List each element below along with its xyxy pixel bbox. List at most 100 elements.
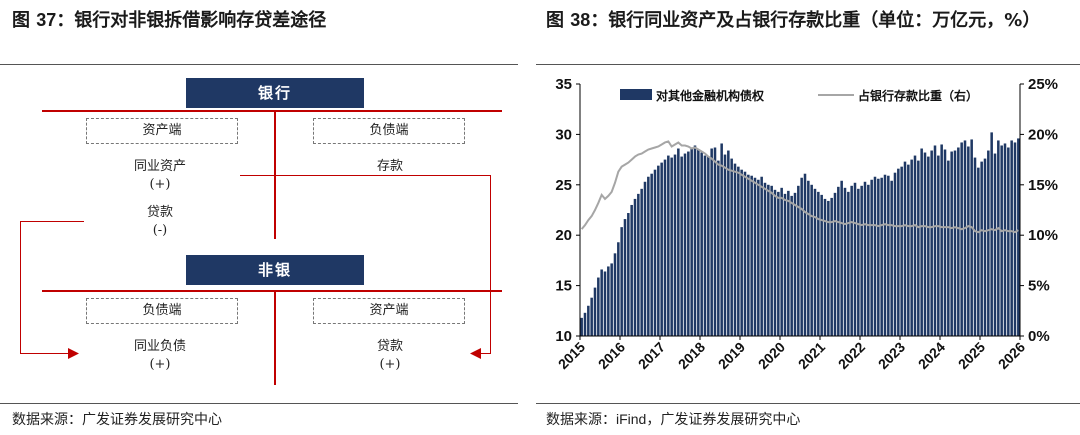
figure-38-panel: 图 38：银行同业资产及占银行存款比重（单位：万亿元，%） 10 15 20 25 30…	[536, 0, 1080, 435]
bar	[840, 180, 843, 336]
loan-connector-arrow-line	[20, 353, 70, 354]
bar	[963, 140, 967, 336]
x-tick-label: 2018	[675, 339, 708, 372]
source-prefix: 数据来源：	[12, 412, 82, 428]
deposit-connector-arrow-line	[478, 353, 491, 354]
bar	[817, 191, 820, 336]
x-tick-label: 2021	[795, 339, 828, 372]
bar	[737, 166, 740, 336]
bar	[670, 157, 673, 336]
bar	[580, 317, 583, 336]
bar	[1000, 145, 1003, 336]
bar	[723, 154, 727, 336]
bar	[937, 155, 940, 336]
bar	[617, 242, 620, 336]
bar	[767, 184, 770, 336]
source-rule	[536, 403, 1080, 404]
x-tick-label: 2022	[835, 339, 868, 372]
bar	[630, 204, 633, 336]
source-rule	[0, 403, 518, 404]
nonbank-interbank-liability: 同业负债 (+)	[110, 338, 210, 374]
bar	[883, 174, 887, 336]
bank-deposit: 存款	[376, 159, 403, 174]
bar	[773, 189, 777, 336]
bar	[710, 148, 713, 336]
figure-38-title: 图 38：银行同业资产及占银行存款比重（单位：万亿元，%）	[546, 6, 1066, 35]
bar	[643, 181, 647, 336]
y2-tick-label: 5%	[1028, 278, 1050, 295]
bar	[700, 152, 703, 336]
bar	[697, 149, 700, 336]
nonbank-interbank-liability-label: 同业负债	[133, 339, 186, 354]
y2-tick-label: 15%	[1028, 177, 1058, 194]
bar	[1007, 147, 1010, 336]
source-text: ，广发证券发展研究中心	[646, 412, 801, 428]
figure-38-source: 数据来源：iFind，广发证券发展研究中心	[546, 409, 800, 429]
bank-loan: 贷款 (-)	[110, 204, 210, 240]
bar	[803, 173, 807, 336]
bar	[917, 160, 920, 336]
bar	[677, 148, 680, 336]
y2-tick-label: 20%	[1028, 126, 1058, 143]
chart-legend: 对其他金融机构债权 占银行存款比重（右）	[620, 88, 978, 103]
x-tick-label: 2024	[915, 339, 948, 372]
bar	[753, 177, 757, 336]
bank-liability-side-box: 负债端	[313, 118, 465, 144]
bar	[660, 162, 663, 336]
bar	[733, 163, 737, 336]
bar	[763, 182, 767, 336]
bar	[837, 186, 840, 336]
bar	[713, 147, 717, 336]
bar	[987, 150, 990, 336]
bar	[593, 287, 597, 336]
bar	[1017, 138, 1020, 336]
legend-bar-label: 对其他金融机构债权	[656, 88, 765, 103]
bar	[807, 180, 810, 336]
x-tick-label: 2025	[955, 339, 988, 372]
bar	[740, 169, 743, 336]
x-tick-label: 2026	[995, 339, 1028, 372]
bar	[970, 139, 973, 336]
figure-number: 37	[36, 10, 57, 30]
bar	[830, 197, 833, 336]
bar	[720, 143, 723, 336]
y2-tick-label: 25%	[1028, 76, 1058, 93]
y-tick-label: 15	[555, 278, 572, 295]
bar	[757, 179, 760, 336]
bar	[867, 184, 870, 336]
source-prefix: 数据来源：	[546, 412, 616, 428]
bar	[1010, 140, 1013, 336]
nonbank-horizontal-line	[42, 290, 502, 292]
bar	[787, 190, 790, 336]
bar	[687, 151, 690, 336]
x-tick-label: 2023	[875, 339, 908, 372]
line-series	[580, 140, 1019, 234]
bar	[820, 194, 823, 336]
bar	[933, 145, 937, 336]
y-tick-label: 35	[555, 76, 572, 93]
bar	[650, 173, 653, 336]
bar	[747, 174, 750, 336]
figure-number: 38	[570, 10, 591, 30]
bar	[903, 161, 907, 336]
x-tick-label: 2019	[715, 339, 748, 372]
bar	[783, 193, 787, 336]
y2-tick-label: 10%	[1028, 227, 1058, 244]
bar	[770, 185, 773, 336]
y-tick-label: 25	[555, 177, 572, 194]
nonbank-vertical-line	[274, 292, 276, 385]
source-text: 广发证券发展研究中心	[82, 412, 222, 428]
bar	[603, 271, 607, 336]
bar	[743, 171, 747, 336]
bar	[973, 157, 977, 336]
bar	[627, 213, 630, 336]
bar	[930, 150, 933, 336]
bar	[640, 188, 643, 336]
bar	[847, 191, 850, 336]
figure-37-source: 数据来源：广发证券发展研究中心	[12, 409, 222, 429]
bar	[940, 144, 943, 336]
bar	[653, 169, 657, 336]
bar	[857, 188, 860, 336]
bar	[843, 187, 847, 336]
